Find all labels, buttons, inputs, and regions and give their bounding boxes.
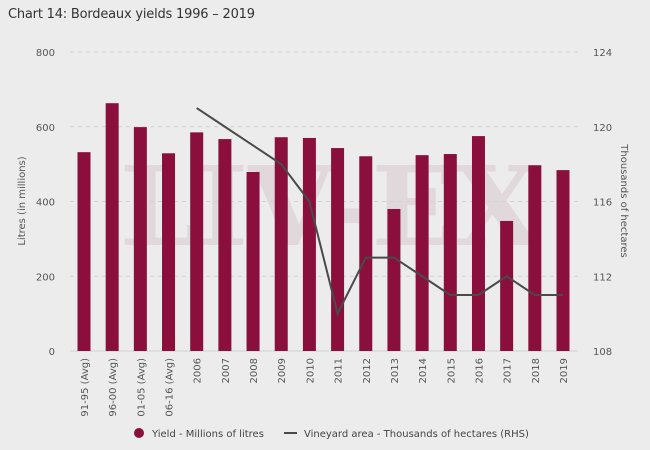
x-tick-label: 2014 xyxy=(418,358,429,383)
y-right-tick-label: 112 xyxy=(593,272,612,283)
y-right-tick-label: 108 xyxy=(593,347,612,358)
bar xyxy=(443,154,457,351)
x-tick-label: 06-16 (Avg) xyxy=(165,358,176,417)
bar xyxy=(246,171,260,351)
y-tick-label: 400 xyxy=(36,198,55,209)
x-tick-label: 2009 xyxy=(277,358,288,383)
bar xyxy=(528,165,542,351)
bar xyxy=(500,220,514,351)
bar xyxy=(556,170,570,351)
bar xyxy=(77,152,91,351)
bar xyxy=(331,148,345,351)
bar xyxy=(387,208,401,351)
x-tick-label: 2011 xyxy=(334,358,345,383)
bar xyxy=(471,136,485,351)
x-tick-label: 2015 xyxy=(446,358,457,383)
y-tick-label: 0 xyxy=(49,347,55,358)
x-tick-label: 2006 xyxy=(193,358,204,383)
bar xyxy=(218,139,232,351)
bar xyxy=(190,132,204,351)
bar xyxy=(359,156,373,351)
chart-title: Chart 14: Bordeaux yields 1996 – 2019 xyxy=(8,7,255,22)
x-tick-label: 2010 xyxy=(305,358,316,383)
x-tick-label: 91-95 (Avg) xyxy=(80,358,91,417)
y-axis-label: Litres (in millions) xyxy=(17,156,28,245)
x-tick-label: 2012 xyxy=(362,358,373,383)
x-tick-label: 01-05 (Avg) xyxy=(136,358,147,417)
x-tick-label: 2018 xyxy=(531,358,542,383)
bar xyxy=(162,153,176,351)
x-tick-label: 2013 xyxy=(390,358,401,383)
bar xyxy=(302,137,316,351)
y-tick-label: 800 xyxy=(36,48,55,59)
bar xyxy=(133,127,147,351)
x-tick-label: 2008 xyxy=(249,358,260,383)
y-tick-label: 200 xyxy=(36,272,55,283)
x-tick-label: 96-00 (Avg) xyxy=(108,358,119,417)
bar xyxy=(274,137,288,351)
x-tick-label: 2017 xyxy=(503,358,514,383)
legend-label-yield: Yield - Millions of litres xyxy=(151,429,264,440)
y-right-tick-label: 120 xyxy=(593,123,612,134)
y-tick-label: 600 xyxy=(36,123,55,134)
legend-label-vineyard: Vineyard area - Thousands of hectares (R… xyxy=(304,429,529,440)
watermark: LIV-EX xyxy=(120,142,542,271)
x-tick-label: 2016 xyxy=(474,358,485,383)
bar xyxy=(415,155,429,351)
vineyard-area-line xyxy=(196,107,563,317)
y-right-tick-label: 124 xyxy=(593,48,612,59)
legend-marker-yield xyxy=(134,428,144,438)
x-tick-label: 2019 xyxy=(559,358,570,383)
x-tick-label: 2007 xyxy=(221,358,232,383)
bar xyxy=(105,103,119,351)
y-right-axis-label: Thousands of hectares xyxy=(618,143,629,257)
y-right-tick-label: 116 xyxy=(593,198,612,209)
